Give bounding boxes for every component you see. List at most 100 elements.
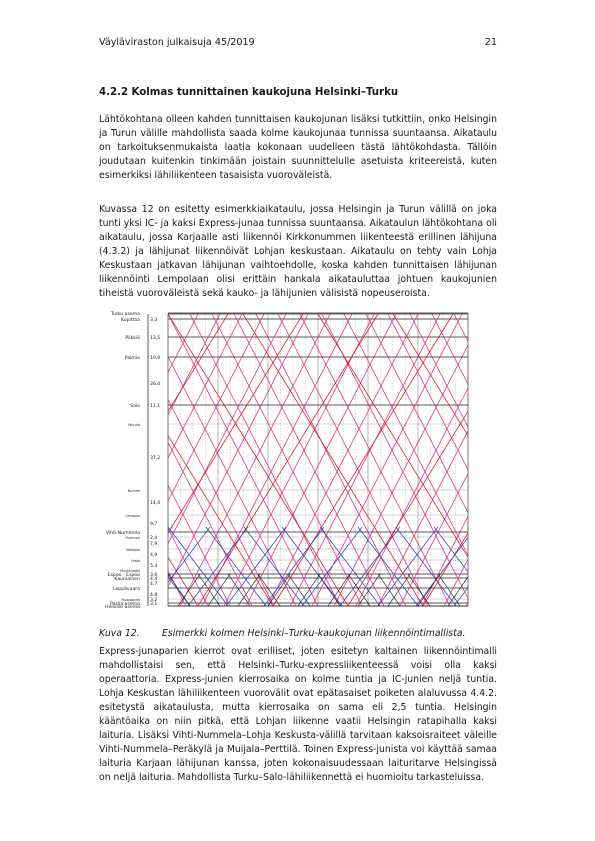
paragraph-intro: Lähtökohtana olleen kahden tunnittaisen … xyxy=(99,114,497,181)
local-train-line xyxy=(387,573,411,606)
express-train-line xyxy=(168,398,275,606)
express-train-line xyxy=(377,430,468,606)
station-label: Muurla xyxy=(128,423,140,427)
commuter-train-line xyxy=(263,526,325,606)
station-label: Turku asema xyxy=(110,311,140,317)
local-train-line xyxy=(237,573,261,606)
publication-name: Väyläviraston julkaisuja 45/2019 xyxy=(99,37,255,48)
km-label: 4,8 xyxy=(150,592,157,598)
commuter-train-line xyxy=(301,526,363,606)
commuter-train-line xyxy=(433,526,468,573)
local-train-line xyxy=(177,573,201,606)
express-train-line xyxy=(343,314,468,557)
station-label: Kupittaa xyxy=(121,317,140,323)
commuter-train-line xyxy=(100,527,114,606)
station-label: Espoo - Espoo xyxy=(108,572,140,578)
km-label: 4,7 xyxy=(150,581,157,587)
express-train-line xyxy=(355,387,468,606)
express-train-line xyxy=(277,314,429,606)
commuter-train-line xyxy=(205,526,267,606)
km-label: 2,4 xyxy=(150,535,157,541)
commuter-train-line xyxy=(225,526,287,606)
express-train-line xyxy=(168,484,231,606)
intercity-train-line xyxy=(392,314,468,437)
express-train-line xyxy=(211,314,363,606)
commuter-train-line xyxy=(492,527,498,606)
station-label: Lempola xyxy=(126,514,140,518)
commuter-train-line xyxy=(319,526,381,606)
express-train-line xyxy=(168,314,221,416)
commuter-train-line xyxy=(339,526,401,606)
km-label: 10,9 xyxy=(150,355,160,361)
express-train-line xyxy=(168,570,187,606)
commuter-train-line xyxy=(168,526,229,606)
intercity-train-line xyxy=(317,314,468,559)
intercity-train-line xyxy=(168,314,349,606)
intercity-train-line xyxy=(272,314,454,606)
station-label: Paimio xyxy=(125,355,140,361)
km-label: 14,4 xyxy=(150,500,160,506)
commuter-train-line xyxy=(187,526,249,606)
station-label: Pasila asema xyxy=(110,601,140,607)
local-train-line xyxy=(227,573,251,606)
local-train-line xyxy=(327,573,351,606)
km-label: 37,2 xyxy=(150,455,160,461)
express-train-line xyxy=(387,314,468,471)
km-label: 3,3 xyxy=(150,317,157,323)
express-train-line xyxy=(409,314,468,428)
express-train-line xyxy=(168,314,309,588)
local-train-line xyxy=(357,573,381,606)
timetable-figure: Turku asema Kupittaa 3,3 Piikkiö 13,5 Paimio 1… xyxy=(100,310,498,614)
commuter-train-line xyxy=(243,526,305,606)
express-train-line xyxy=(179,314,331,606)
express-train-line xyxy=(399,472,468,606)
page-number: 21 xyxy=(484,37,497,48)
commuter-train-line xyxy=(281,526,343,606)
express-train-line xyxy=(465,601,468,606)
km-label: 7,9 xyxy=(150,541,157,547)
local-train-line xyxy=(467,574,468,575)
station-label: Vihti-Nummela xyxy=(106,530,140,536)
local-train-line xyxy=(407,573,431,606)
express-train-line xyxy=(431,314,468,385)
local-train-line xyxy=(377,573,401,606)
express-train-line xyxy=(223,314,375,606)
express-train-line xyxy=(365,314,468,514)
station-label: Salo xyxy=(130,403,140,409)
express-train-line xyxy=(255,314,407,606)
local-train-line xyxy=(478,574,498,606)
km-label: 4,4 xyxy=(150,576,157,582)
caption-text: Esimerkki kolmen Helsinki–Turku-kaukojun… xyxy=(162,628,466,639)
commuter-train-line xyxy=(472,527,498,606)
express-train-line xyxy=(311,314,463,606)
station-label: Kauniainen xyxy=(114,576,140,582)
km-label: 9,7 xyxy=(150,521,157,527)
express-train-line xyxy=(245,314,397,606)
express-train-line xyxy=(443,558,468,606)
express-train-line xyxy=(168,314,243,459)
intercity-train-line xyxy=(168,314,229,413)
commuter-train-line xyxy=(357,526,419,606)
local-train-line xyxy=(297,573,321,606)
km-label: 13,5 xyxy=(150,335,160,341)
caption-number: Kuva 12. xyxy=(99,628,140,639)
section-heading: 4.2.2 Kolmas tunnittainen kaukojuna Hels… xyxy=(99,87,399,98)
express-train-line xyxy=(168,314,319,606)
station-label: Helsinki asema xyxy=(105,604,140,610)
local-train-line xyxy=(417,573,441,606)
commuter-train-line xyxy=(168,526,173,533)
intercity-train-line xyxy=(197,314,379,606)
local-train-line xyxy=(168,573,191,606)
commuter-train-line xyxy=(395,526,457,606)
intercity-train-line xyxy=(347,410,468,606)
express-train-line xyxy=(189,314,341,606)
intercity-train-line xyxy=(467,314,468,315)
station-label: Veikkola xyxy=(126,548,140,552)
local-train-line xyxy=(447,576,468,606)
paragraph-operating-model: Express-junaparien kierrot ovat erillise… xyxy=(99,646,497,783)
local-train-line xyxy=(197,573,221,606)
local-train-line xyxy=(267,573,291,606)
express-train-line xyxy=(333,344,468,606)
km-label: 26,4 xyxy=(150,381,160,387)
